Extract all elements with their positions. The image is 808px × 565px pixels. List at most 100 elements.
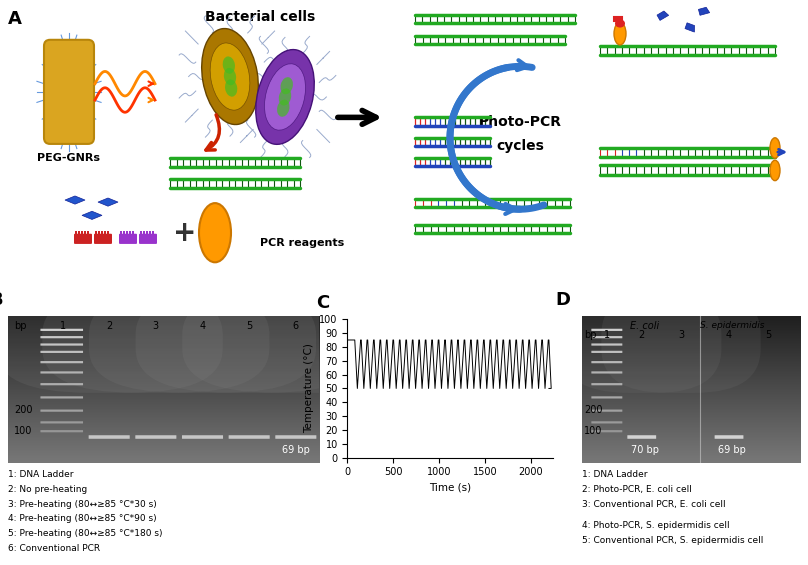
Ellipse shape [199, 203, 231, 262]
Text: 2: Photo-PCR, E. coli cell: 2: Photo-PCR, E. coli cell [582, 485, 692, 494]
Ellipse shape [279, 88, 291, 106]
Text: 3: 3 [153, 321, 159, 331]
FancyBboxPatch shape [44, 40, 94, 144]
Ellipse shape [264, 64, 305, 130]
FancyBboxPatch shape [74, 234, 92, 244]
FancyBboxPatch shape [591, 336, 622, 338]
FancyBboxPatch shape [119, 234, 137, 244]
FancyBboxPatch shape [40, 344, 83, 346]
FancyBboxPatch shape [591, 351, 622, 353]
FancyBboxPatch shape [40, 396, 83, 398]
Text: 4: Photo-PCR, S. epidermidis cell: 4: Photo-PCR, S. epidermidis cell [582, 521, 730, 531]
FancyBboxPatch shape [40, 336, 83, 338]
Ellipse shape [614, 23, 626, 45]
Text: Photo-PCR: Photo-PCR [478, 115, 562, 129]
Bar [98, 231, 100, 236]
FancyBboxPatch shape [40, 329, 83, 331]
Text: Bacterial cells: Bacterial cells [205, 10, 315, 24]
FancyBboxPatch shape [229, 435, 270, 439]
Bar [87, 231, 89, 236]
FancyBboxPatch shape [714, 435, 743, 439]
FancyBboxPatch shape [40, 351, 83, 353]
X-axis label: Time (s): Time (s) [429, 483, 472, 493]
Text: 5: Conventional PCR, S. epidermidis cell: 5: Conventional PCR, S. epidermidis cell [582, 536, 763, 545]
Text: 4: Pre-heating (80↔≥85 °C*90 s): 4: Pre-heating (80↔≥85 °C*90 s) [8, 515, 157, 524]
Text: 2: No pre-heating: 2: No pre-heating [8, 485, 87, 494]
Text: 6: Conventional PCR: 6: Conventional PCR [8, 544, 100, 553]
FancyBboxPatch shape [40, 421, 83, 424]
Text: 4: 4 [726, 329, 732, 340]
Polygon shape [82, 211, 102, 219]
Ellipse shape [615, 19, 625, 28]
Y-axis label: Temperature (°C): Temperature (°C) [304, 344, 314, 433]
Text: 1: 1 [60, 321, 65, 331]
FancyBboxPatch shape [40, 430, 83, 432]
Bar [78, 231, 80, 236]
Ellipse shape [210, 43, 250, 110]
FancyBboxPatch shape [601, 290, 760, 393]
FancyBboxPatch shape [94, 234, 112, 244]
Text: 5: 5 [246, 321, 252, 331]
FancyBboxPatch shape [591, 396, 622, 398]
Bar [107, 231, 109, 236]
Bar [152, 231, 154, 236]
Bar [101, 231, 103, 236]
Ellipse shape [280, 77, 293, 94]
FancyBboxPatch shape [627, 435, 656, 439]
FancyBboxPatch shape [89, 290, 316, 393]
Text: C: C [317, 294, 330, 312]
Text: cycles: cycles [496, 139, 544, 153]
Text: B: B [0, 291, 3, 309]
Bar [95, 231, 97, 236]
FancyBboxPatch shape [591, 383, 622, 385]
Ellipse shape [770, 160, 780, 181]
Bar [75, 231, 77, 236]
Text: 2: 2 [106, 321, 112, 331]
Text: 3: Conventional PCR, E. coli cell: 3: Conventional PCR, E. coli cell [582, 500, 726, 509]
FancyBboxPatch shape [591, 430, 622, 432]
Text: 1: 1 [604, 329, 610, 340]
FancyBboxPatch shape [40, 410, 83, 412]
Text: D: D [556, 291, 570, 309]
Text: 69 bp: 69 bp [282, 445, 309, 455]
Bar [129, 231, 131, 236]
Polygon shape [657, 11, 669, 20]
Bar [143, 231, 145, 236]
Text: 1: DNA Ladder: 1: DNA Ladder [582, 471, 647, 480]
Bar [81, 231, 83, 236]
Text: E. coli: E. coli [630, 321, 659, 331]
Text: 3: Pre-heating (80↔≥85 °C*30 s): 3: Pre-heating (80↔≥85 °C*30 s) [8, 500, 157, 509]
FancyBboxPatch shape [591, 344, 622, 346]
Bar [140, 231, 142, 236]
Bar [132, 231, 134, 236]
Polygon shape [685, 23, 695, 32]
FancyBboxPatch shape [139, 234, 157, 244]
FancyBboxPatch shape [591, 421, 622, 424]
FancyBboxPatch shape [183, 290, 410, 393]
FancyBboxPatch shape [0, 290, 223, 393]
Ellipse shape [223, 56, 235, 74]
Polygon shape [98, 198, 118, 206]
FancyBboxPatch shape [136, 290, 363, 393]
FancyBboxPatch shape [40, 383, 83, 385]
FancyBboxPatch shape [89, 435, 130, 439]
Text: +: + [173, 219, 196, 247]
Ellipse shape [255, 50, 314, 144]
Bar [146, 231, 148, 236]
Text: bp: bp [15, 321, 27, 331]
Text: 4: 4 [200, 321, 205, 331]
Text: 6: 6 [292, 321, 299, 331]
FancyBboxPatch shape [276, 435, 317, 439]
Text: 2: 2 [638, 329, 645, 340]
Text: 3: 3 [678, 329, 684, 340]
Text: PCR reagents: PCR reagents [260, 238, 344, 248]
Text: 69 bp: 69 bp [718, 445, 747, 455]
FancyBboxPatch shape [182, 435, 223, 439]
FancyBboxPatch shape [135, 435, 176, 439]
Bar [104, 231, 106, 236]
Text: 5: 5 [765, 329, 772, 340]
Text: PEG-GNRs: PEG-GNRs [37, 153, 100, 163]
Ellipse shape [224, 68, 236, 85]
Text: 100: 100 [584, 426, 602, 436]
Ellipse shape [225, 79, 238, 97]
